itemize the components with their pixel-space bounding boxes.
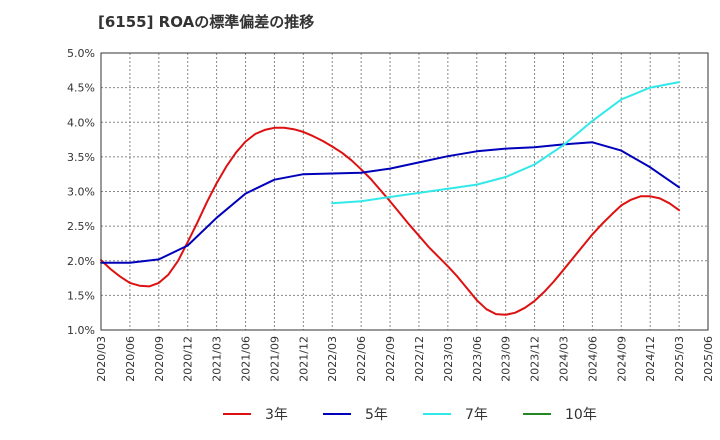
x-tick-label: 2021/09: [268, 336, 281, 382]
x-axis-ticks: 2020/03 2020/06 2020/09 2020/12 2021/03 2021/…: [95, 336, 715, 382]
x-tick-label: 2025/06: [702, 336, 715, 382]
legend-label-7年: 7年: [465, 407, 488, 423]
x-tick-label: 2024/09: [615, 336, 628, 382]
y-tick-label: 4.0%: [67, 116, 95, 129]
series-line-5年: [100, 141, 681, 264]
x-tick-label: 2024/12: [644, 336, 657, 382]
x-tick-label: 2021/03: [211, 336, 224, 382]
x-tick-label: 2022/03: [326, 336, 339, 382]
x-tick-label: 2020/03: [95, 336, 108, 382]
y-tick-label: 3.0%: [67, 186, 95, 199]
y-tick-label: 4.5%: [67, 82, 95, 95]
y-tick-label: 5.0%: [67, 47, 95, 60]
x-tick-label: 2020/09: [153, 336, 166, 382]
x-tick-label: 2020/06: [124, 336, 137, 382]
y-tick-label: 1.5%: [67, 289, 95, 302]
x-tick-label: 2024/06: [586, 336, 599, 382]
legend-label-5年: 5年: [365, 407, 388, 423]
chart-title: [6155] ROAの標準偏差の推移: [98, 13, 314, 31]
x-tick-label: 2021/06: [240, 336, 253, 382]
x-tick-label: 2022/12: [413, 336, 426, 382]
legend-label-3年: 3年: [265, 407, 288, 423]
series-line-7年: [331, 81, 681, 205]
x-tick-label: 2021/12: [297, 336, 310, 382]
x-tick-label: 2023/09: [500, 336, 513, 382]
plot-frame: [100, 52, 709, 331]
x-tick-label: 2022/09: [384, 336, 397, 382]
x-tick-label: 2023/12: [529, 336, 542, 382]
series-lines: [100, 81, 681, 316]
legend-label-10年: 10年: [565, 407, 597, 423]
x-tick-label: 2025/03: [673, 336, 686, 382]
plot-area: [101, 53, 708, 330]
y-tick-label: 1.0%: [67, 324, 95, 337]
y-tick-label: 2.0%: [67, 255, 95, 268]
y-axis-ticks: 1.0% 1.5% 2.0% 2.5% 3.0% 3.5% 4.0% 4.5% 5.0%: [67, 47, 95, 337]
grid-lines: [101, 53, 708, 330]
x-tick-label: 2022/06: [355, 336, 368, 382]
series-line-3年: [100, 126, 681, 316]
x-tick-label: 2023/06: [471, 336, 484, 382]
x-tick-label: 2024/03: [557, 336, 570, 382]
y-tick-label: 2.5%: [67, 220, 95, 233]
x-tick-label: 2023/03: [442, 336, 455, 382]
x-tick-label: 2020/12: [182, 336, 195, 382]
y-tick-label: 3.5%: [67, 151, 95, 164]
legend: 3年 5年 7年 10年: [223, 407, 597, 423]
